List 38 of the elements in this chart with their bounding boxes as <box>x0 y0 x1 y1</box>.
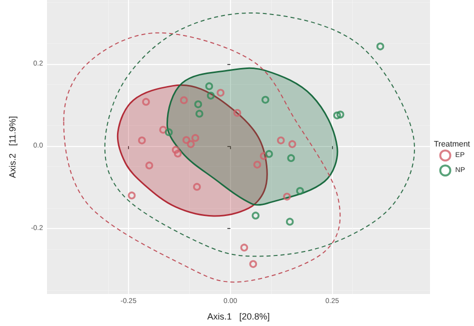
point <box>191 134 200 142</box>
point <box>296 187 304 195</box>
legend-title: Treatment <box>434 140 471 148</box>
point <box>249 260 258 268</box>
point <box>194 100 202 108</box>
point <box>253 160 262 169</box>
point <box>286 218 294 226</box>
point <box>205 82 214 90</box>
point <box>233 109 242 117</box>
point <box>283 192 291 201</box>
point <box>145 162 154 170</box>
point <box>336 110 344 118</box>
point <box>142 98 150 106</box>
point <box>333 111 341 120</box>
point <box>182 136 190 144</box>
point <box>260 152 268 160</box>
point <box>265 150 273 158</box>
point <box>186 140 195 148</box>
point <box>288 140 296 148</box>
y-axis-title: Axis.2 [11.9%] <box>8 116 18 178</box>
point <box>252 212 260 220</box>
point <box>180 96 188 104</box>
point <box>376 42 384 50</box>
point <box>287 154 295 162</box>
point <box>195 110 204 118</box>
point <box>206 92 215 100</box>
point <box>164 128 173 136</box>
point <box>138 136 146 144</box>
point <box>159 126 168 134</box>
point <box>174 150 182 158</box>
point <box>276 136 285 144</box>
point <box>262 96 270 104</box>
x-axis-title: Axis.1 [20.8%] <box>207 312 270 322</box>
point <box>216 88 224 97</box>
point <box>128 192 136 200</box>
point <box>172 146 180 154</box>
point <box>193 182 201 191</box>
point <box>240 244 248 252</box>
